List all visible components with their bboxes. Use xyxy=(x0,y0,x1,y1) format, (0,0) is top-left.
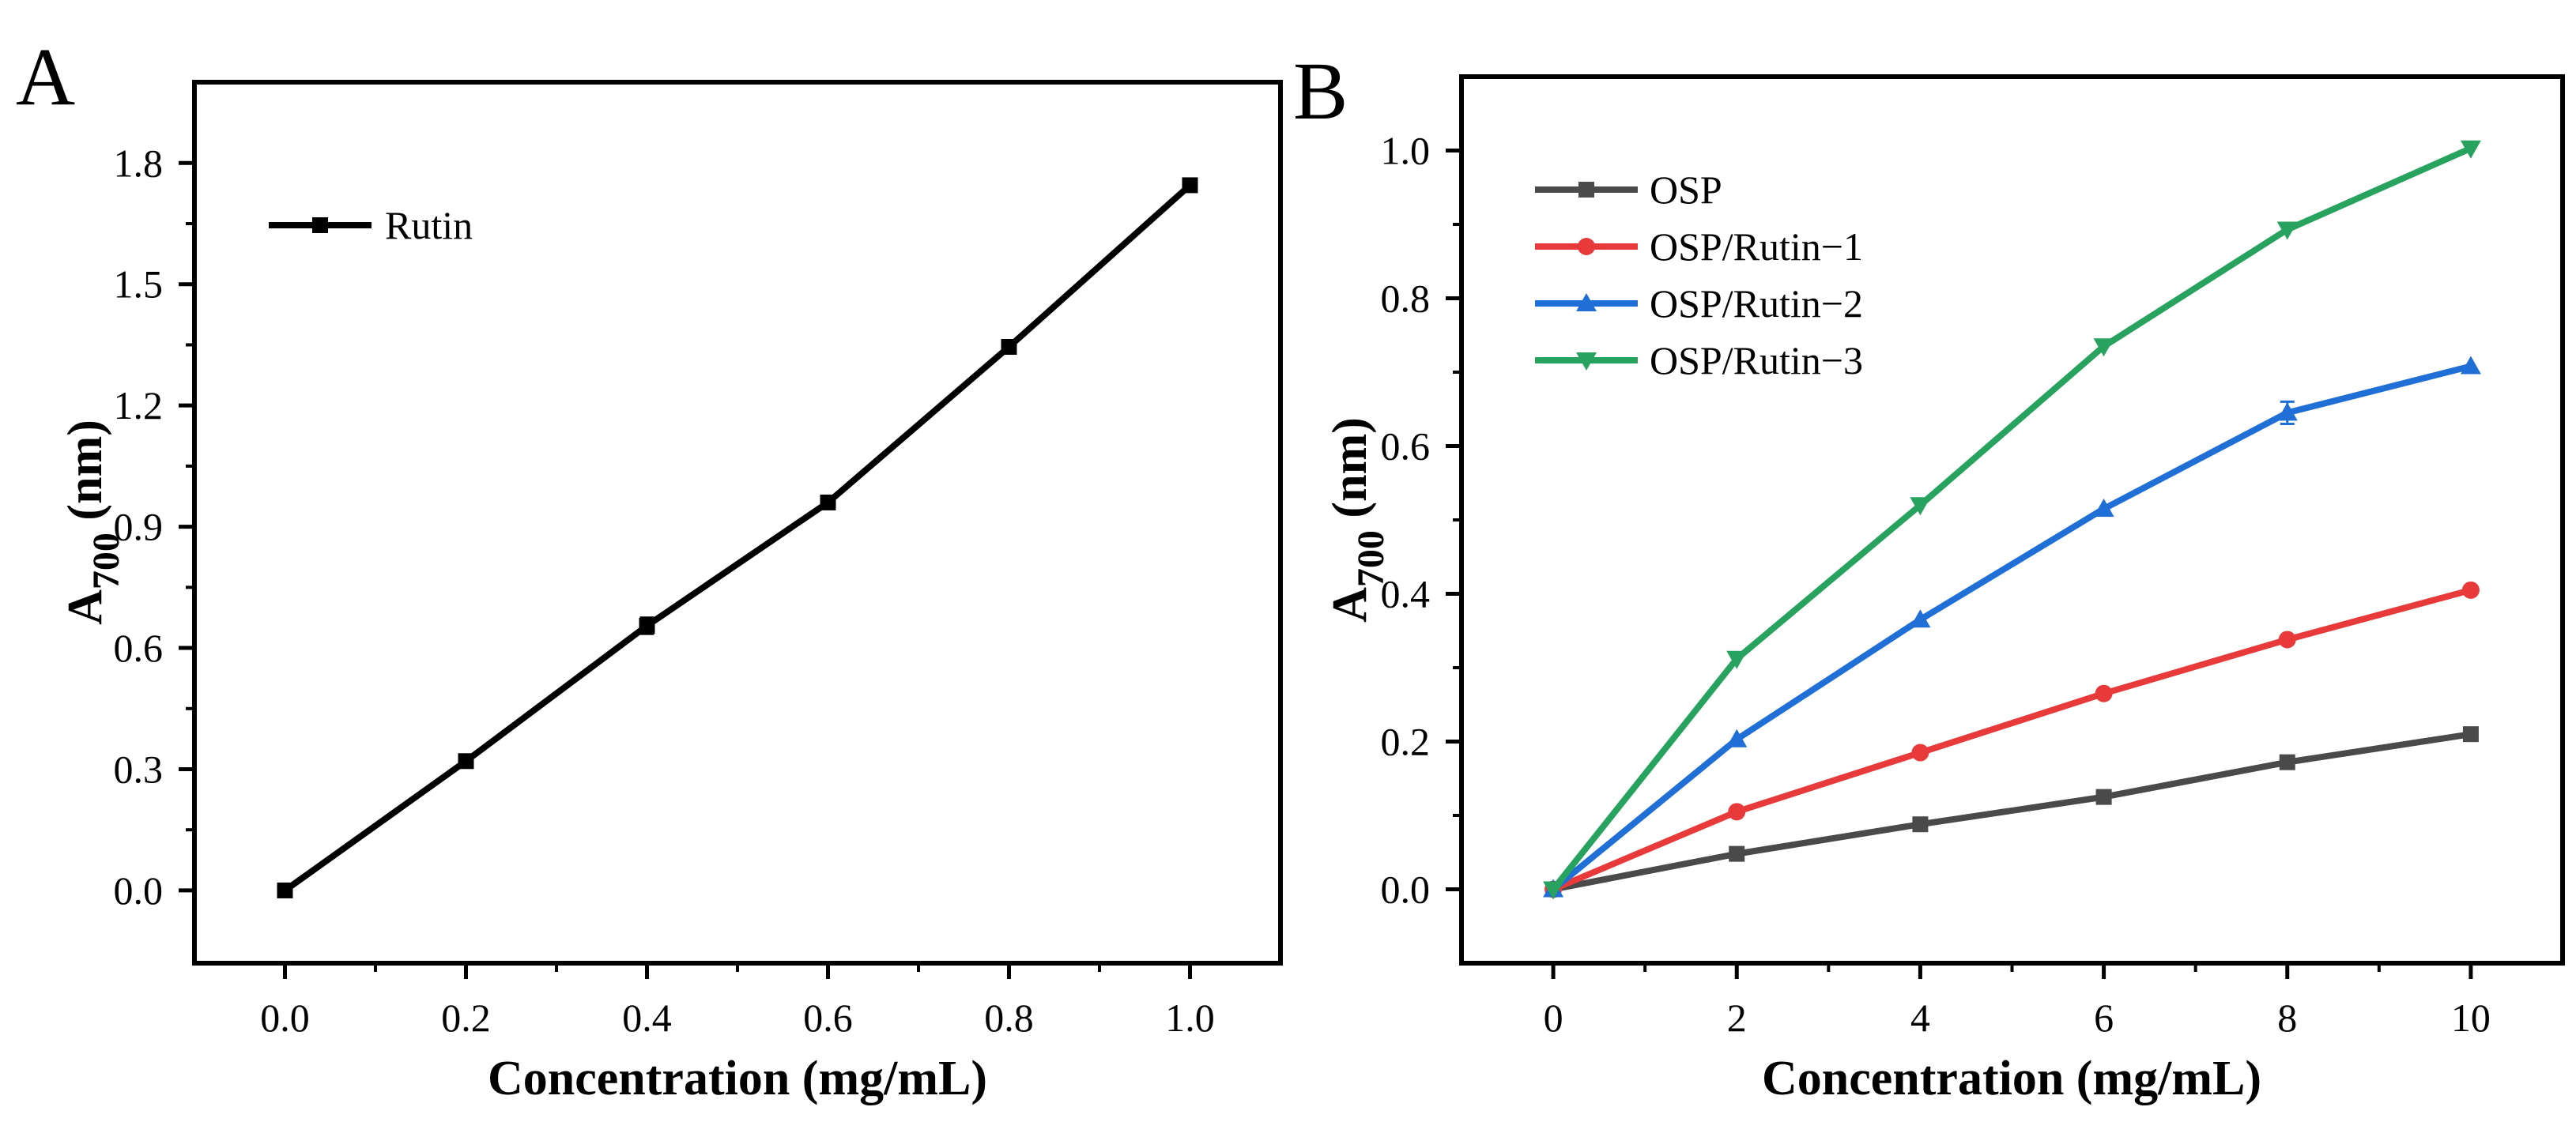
panel-a-series-0-point xyxy=(820,494,836,510)
panel-b-series-1-point xyxy=(1728,803,1746,821)
panel-b-x-tick-label: 2 xyxy=(1727,996,1747,1040)
svg-text:A700 (nm): A700 (nm) xyxy=(1323,417,1392,623)
panel-a-x-axis-title: Concentration (mg/mL) xyxy=(488,1052,987,1105)
panel-b-x-tick-label: 4 xyxy=(1910,996,1930,1040)
panel-b-series-3-point xyxy=(1543,881,1564,900)
panel-a-x-tick-label: 0.0 xyxy=(260,996,310,1040)
panel-b-legend-label-2: OSP/Rutin−2 xyxy=(1650,281,1863,326)
panel-b-series-1-line xyxy=(1552,586,2472,893)
panel-b-x-tick-label: 6 xyxy=(2094,996,2114,1040)
panel-a-y-axis-title-main: A xyxy=(58,589,112,625)
panel-b-series-2-point xyxy=(2460,356,2481,375)
panel-b-series-3-line xyxy=(1550,145,2472,891)
panel-b-series-2-point xyxy=(1910,609,1931,628)
panel-b-y-axis-title: A700 (nm) xyxy=(1323,417,1392,623)
panel-b-series-3-point xyxy=(2276,221,2298,240)
panel-a-y-tick-label: 1.5 xyxy=(114,262,164,307)
panel-b-x-tick-label: 10 xyxy=(2451,996,2491,1040)
panel-b-series-2-line xyxy=(1551,363,2472,892)
panel-a-series-0-line xyxy=(283,183,1193,894)
panel-b-y-tick-label: 0.2 xyxy=(1381,720,1431,764)
panel-b-x-tick-label: 8 xyxy=(2277,996,2297,1040)
panel-b-series-0-point xyxy=(2279,754,2295,770)
panel-b-series-2-point xyxy=(2276,402,2298,421)
panel-a-x-tick-label: 0.4 xyxy=(622,996,672,1040)
panel-b-series xyxy=(1543,140,2481,900)
panel-b-series-1-point xyxy=(2095,684,2113,702)
panel-a-legend: Rutin xyxy=(269,203,473,247)
panel-b-series-1-point xyxy=(1911,744,1929,762)
panel-b-series-2-point xyxy=(2093,498,2114,517)
panel-a-y-tick-label: 1.8 xyxy=(114,141,164,185)
panel-b-legend-label-0: OSP xyxy=(1650,168,1722,212)
panel-b-series-0-point xyxy=(2095,789,2112,805)
panel-a-x-tick-label: 0.8 xyxy=(984,996,1034,1040)
panel-a-legend-label-0: Rutin xyxy=(385,203,473,247)
panel-a-y-tick-label: 0.0 xyxy=(114,868,164,913)
svg-text:A700 (nm): A700 (nm) xyxy=(58,420,127,625)
panel-a-y-axis-title-unit: (nm) xyxy=(58,420,112,533)
panel-b-legend: OSP OSP/Rutin−1 OSP/Rutin−2 OSP/Rutin−3 xyxy=(1535,168,1863,382)
panel-b-legend-label-3: OSP/Rutin−3 xyxy=(1650,338,1863,382)
panel-a-y-tick-label: 0.6 xyxy=(114,626,164,670)
panel-a-series-0-point xyxy=(277,882,293,898)
panel-b-y-axis-title-sub: 700 xyxy=(1350,530,1392,587)
panel-b-y-tick-label: 0.4 xyxy=(1381,572,1431,616)
panel-b-series-0-point xyxy=(2462,726,2479,743)
panel-a-series-0-point xyxy=(1001,339,1017,356)
panel-b-legend-label-1: OSP/Rutin−1 xyxy=(1650,224,1863,269)
panel-b-x-tick-label: 0 xyxy=(1544,996,1563,1040)
panel-b-y-tick-label: 0.6 xyxy=(1381,424,1431,469)
panel-b-series-3-point xyxy=(1726,650,1748,669)
panel-a-y-axis-title: A700 (nm) xyxy=(58,420,127,625)
panel-a-series-0-point xyxy=(458,753,474,770)
panel-b-series-2-point xyxy=(1726,729,1748,747)
panel-b-legend-marker-2 xyxy=(1576,293,1597,311)
panel-b-y-axis-title-main: A xyxy=(1323,587,1377,623)
panel-b-y-tick-label: 0.0 xyxy=(1381,868,1431,912)
panel-a-legend-marker-0 xyxy=(312,217,328,233)
panel-b-series-3-point xyxy=(2460,140,2481,159)
panel-a-y-axis-title-sub: 700 xyxy=(85,533,127,589)
panel-b-x-axis-title: Concentration (mg/mL) xyxy=(1762,1052,2261,1105)
panel-a-series xyxy=(277,177,1198,898)
panel-a: A 0.0 0.2 0.4 0.6 0.8 1.0 0.0 0.3 0.6 0.9 1.2 1.5 1.… xyxy=(16,32,1283,1105)
panel-b-series-0-line xyxy=(1552,731,2472,893)
panel-b-y-tick-label: 0.8 xyxy=(1381,277,1431,321)
panel-a-letter: A xyxy=(16,32,75,122)
panel-b-series-1-point xyxy=(2278,631,2296,649)
panel-a-y-tick-label: 1.2 xyxy=(114,383,164,427)
panel-b-series-0-point xyxy=(1729,845,1745,862)
panel-a-series-0-point xyxy=(639,617,655,634)
panel-b-series-3-point xyxy=(2093,338,2114,357)
panel-b: B 0 2 4 6 8 10 0.0 0.2 0.4 0.6 0.8 1.0 OSP OSP/Rutin… xyxy=(1293,46,2565,1105)
panel-b-series-1-point xyxy=(2461,581,2480,599)
panel-b-legend-marker-1 xyxy=(1578,238,1595,255)
panel-b-ticks: 0 2 4 6 8 10 0.0 0.2 0.4 0.6 0.8 1.0 xyxy=(1381,129,2491,1041)
panel-a-x-tick-label: 0.2 xyxy=(441,996,491,1040)
panel-b-series-3-point xyxy=(1910,497,1931,516)
panel-a-y-tick-label: 0.9 xyxy=(114,505,164,549)
panel-a-series-0-point xyxy=(1182,177,1198,194)
panel-b-series-0-point xyxy=(1912,816,1929,833)
panel-a-x-tick-label: 1.0 xyxy=(1165,996,1215,1040)
panel-b-y-axis-title-unit: (nm) xyxy=(1323,417,1377,530)
panel-b-legend-marker-0 xyxy=(1578,182,1594,198)
panel-b-letter: B xyxy=(1293,46,1348,137)
panel-a-ticks: 0.0 0.2 0.4 0.6 0.8 1.0 0.0 0.3 0.6 0.9 1.2 1.5 1.8 xyxy=(114,141,1215,1040)
panel-a-x-tick-label: 0.6 xyxy=(803,996,853,1040)
panel-b-legend-marker-3 xyxy=(1576,352,1597,371)
panel-a-y-tick-label: 0.3 xyxy=(114,747,164,791)
panel-b-y-tick-label: 1.0 xyxy=(1381,129,1431,173)
